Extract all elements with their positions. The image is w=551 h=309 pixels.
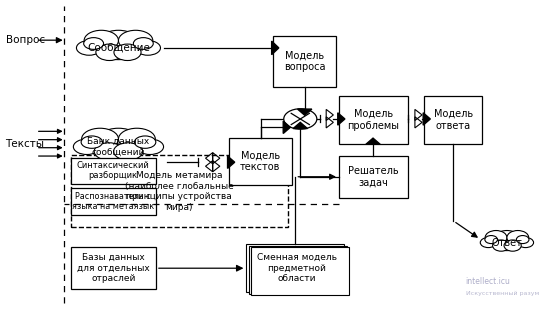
Ellipse shape: [84, 38, 104, 49]
Ellipse shape: [94, 128, 143, 159]
Text: Сменная модель
предметной
области: Сменная модель предметной области: [257, 253, 337, 283]
Polygon shape: [293, 122, 307, 129]
Ellipse shape: [96, 44, 123, 61]
Ellipse shape: [137, 139, 164, 154]
Bar: [273, 36, 336, 87]
Polygon shape: [272, 41, 279, 55]
Ellipse shape: [507, 231, 529, 245]
Ellipse shape: [82, 128, 118, 150]
Polygon shape: [338, 113, 345, 125]
Text: Ответ: Ответ: [491, 238, 522, 248]
Ellipse shape: [516, 235, 529, 243]
Text: Распознаватель с
языка на метаязык: Распознаватель с языка на метаязык: [72, 192, 154, 211]
Ellipse shape: [135, 40, 160, 55]
Bar: [71, 154, 288, 227]
Ellipse shape: [480, 238, 496, 248]
Ellipse shape: [485, 231, 507, 245]
Polygon shape: [366, 138, 380, 144]
Polygon shape: [423, 113, 430, 125]
Ellipse shape: [73, 139, 100, 154]
Text: Банк данных
сообщений: Банк данных сообщений: [88, 137, 149, 156]
Ellipse shape: [504, 240, 521, 251]
Bar: [71, 158, 156, 184]
Ellipse shape: [118, 128, 155, 150]
Ellipse shape: [133, 38, 153, 49]
Ellipse shape: [81, 136, 102, 148]
Ellipse shape: [134, 136, 156, 148]
Polygon shape: [283, 121, 290, 133]
Bar: [229, 138, 292, 185]
Ellipse shape: [284, 109, 317, 129]
Text: Синтаксический
разборщик: Синтаксический разборщик: [77, 161, 150, 180]
Bar: [251, 247, 349, 295]
Ellipse shape: [517, 238, 533, 248]
Text: Модель метамира
(наиболее глобальные
принципы устройства
мира): Модель метамира (наиболее глобальные при…: [125, 171, 234, 212]
Ellipse shape: [114, 44, 141, 61]
Ellipse shape: [485, 235, 498, 243]
Polygon shape: [298, 109, 312, 115]
Text: Тексты: Тексты: [6, 139, 45, 149]
Text: Вопрос: Вопрос: [6, 35, 45, 45]
Ellipse shape: [114, 143, 143, 160]
Text: Искусственный разум: Искусственный разум: [466, 291, 539, 296]
Text: Модель
текстов: Модель текстов: [240, 151, 280, 172]
Ellipse shape: [493, 231, 521, 251]
Text: Модель
проблемы: Модель проблемы: [347, 109, 399, 130]
Bar: [424, 96, 482, 144]
Ellipse shape: [84, 30, 118, 51]
Ellipse shape: [96, 30, 141, 60]
Ellipse shape: [77, 40, 102, 55]
Bar: [249, 246, 347, 294]
Bar: [71, 247, 156, 289]
Bar: [71, 188, 156, 215]
Text: Сообщение: Сообщение: [87, 43, 150, 53]
Ellipse shape: [118, 30, 153, 51]
Ellipse shape: [493, 240, 510, 251]
Bar: [246, 244, 344, 292]
Text: intellect.icu: intellect.icu: [466, 277, 510, 286]
Text: Модель
ответа: Модель ответа: [434, 109, 473, 130]
Text: Базы данных
для отдельных
отраслей: Базы данных для отдельных отраслей: [77, 253, 150, 283]
Text: Решатель
задач: Решатель задач: [348, 166, 398, 188]
Bar: [339, 96, 408, 144]
Ellipse shape: [94, 143, 123, 160]
Text: Модель
вопроса: Модель вопроса: [284, 50, 325, 72]
Polygon shape: [228, 156, 235, 168]
Bar: [339, 156, 408, 198]
